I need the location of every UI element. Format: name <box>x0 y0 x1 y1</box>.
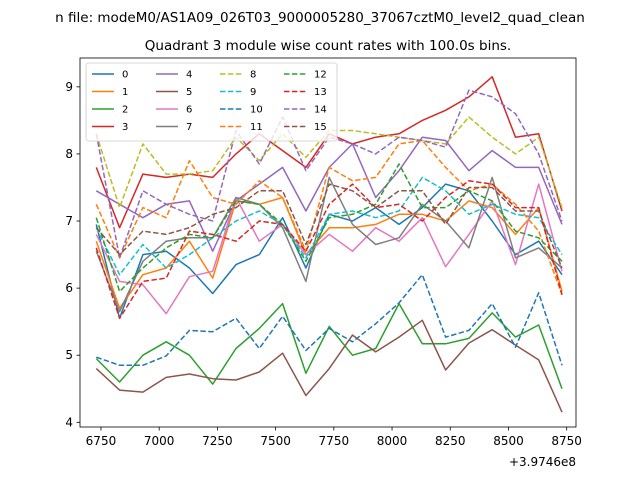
x-offset-label: +3.9746e8 <box>509 455 576 469</box>
x-tick-label: 8250 <box>435 434 466 448</box>
figure: n file: modeM0/AS1A09_026T03_9000005280_… <box>0 0 640 480</box>
y-tick-label: 7 <box>65 214 73 228</box>
legend-label-9: 9 <box>250 87 256 98</box>
x-tick-label: 7500 <box>260 434 291 448</box>
legend-label-5: 5 <box>186 87 192 98</box>
x-tick-label: 7000 <box>144 434 175 448</box>
legend-label-14: 14 <box>314 105 327 116</box>
legend-label-7: 7 <box>186 122 192 133</box>
x-tick-label: 7250 <box>202 434 233 448</box>
legend-label-0: 0 <box>122 70 128 81</box>
legend-label-3: 3 <box>122 122 128 133</box>
legend-label-4: 4 <box>186 70 192 81</box>
x-tick-label: 8750 <box>551 434 582 448</box>
legend-label-2: 2 <box>122 105 128 116</box>
y-tick-label: 5 <box>65 348 73 362</box>
axes-title: Quadrant 3 module wise count rates with … <box>145 38 511 54</box>
y-tick-label: 6 <box>65 281 73 295</box>
legend-label-15: 15 <box>314 122 327 133</box>
x-tick-label: 8500 <box>493 434 524 448</box>
legend-label-6: 6 <box>186 105 192 116</box>
figure-suptitle: n file: modeM0/AS1A09_026T03_9000005280_… <box>55 10 585 26</box>
legend-label-11: 11 <box>250 122 263 133</box>
legend-label-8: 8 <box>250 70 256 81</box>
x-tick-label: 8000 <box>377 434 408 448</box>
legend-label-1: 1 <box>122 87 128 98</box>
y-tick-label: 8 <box>65 147 73 161</box>
x-tick-label: 6750 <box>86 434 117 448</box>
legend-label-12: 12 <box>314 70 327 81</box>
legend-label-13: 13 <box>314 87 327 98</box>
x-tick-label: 7750 <box>319 434 350 448</box>
y-tick-label: 4 <box>65 415 73 429</box>
legend-label-10: 10 <box>250 105 263 116</box>
y-tick-label: 9 <box>65 80 73 94</box>
